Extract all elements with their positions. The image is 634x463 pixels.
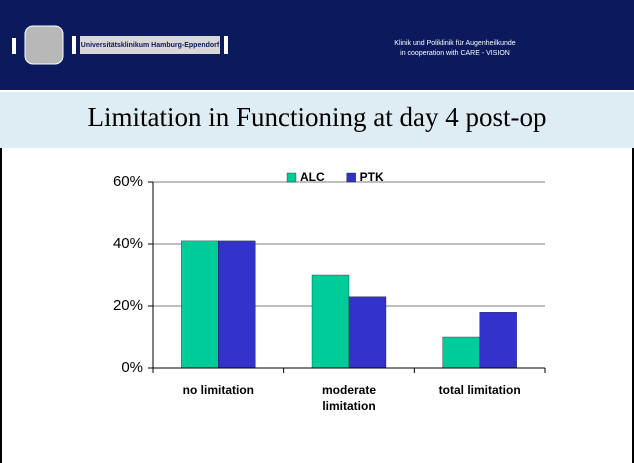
y-tick-label: 20% (113, 297, 143, 314)
bar (442, 336, 480, 369)
x-tick-label: no limitation (182, 383, 254, 397)
y-tick-label: 0% (121, 359, 143, 376)
bar (218, 240, 256, 369)
cooperation: in cooperation with CARE - VISION (400, 50, 510, 57)
y-tick-label: 60% (113, 173, 143, 190)
university-name: Universitätsklinikum Hamburg-Eppendorf (81, 42, 220, 49)
y-tick-label: 40% (113, 235, 143, 252)
logo-bar (224, 36, 228, 54)
x-tick-label: total limitation (438, 383, 521, 397)
chart-title: Limitation in Functioning at day 4 post-… (88, 102, 547, 132)
title-band (0, 92, 634, 148)
logo-bar (72, 36, 76, 54)
legend-label: PTK (360, 170, 384, 184)
legend-swatch (346, 172, 356, 183)
university-box (80, 36, 220, 54)
legend-swatch (286, 172, 297, 183)
bar (311, 274, 350, 369)
bar (348, 296, 387, 369)
bar (479, 312, 517, 369)
logo (24, 25, 64, 65)
clinic-name: Klinik und Poliklinik für Augenheilkunde (394, 40, 516, 47)
x-tick-label: moderate limitation (321, 383, 377, 413)
bar (181, 240, 219, 369)
legend-label: ALC (300, 170, 325, 184)
logo-bar (12, 38, 16, 54)
